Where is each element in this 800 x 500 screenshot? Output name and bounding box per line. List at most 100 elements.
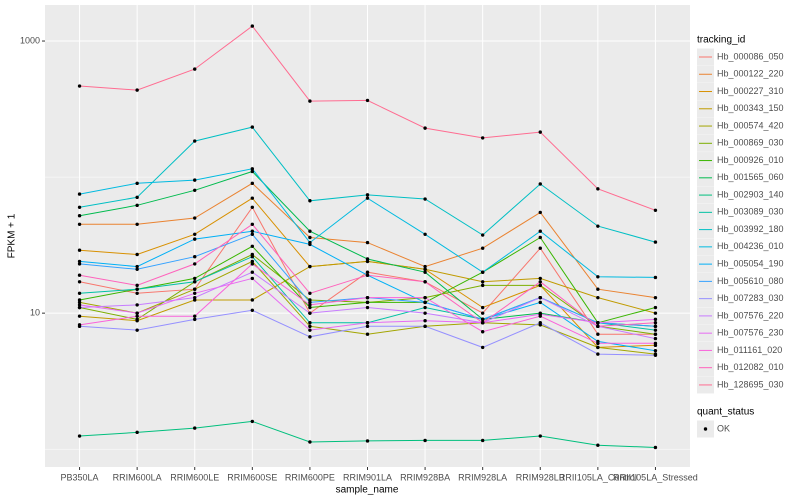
data-point	[596, 345, 600, 350]
data-point	[308, 440, 312, 444]
data-point	[77, 323, 82, 327]
legend-label: Hb_007576_220	[717, 310, 784, 320]
legend-label: Hb_001565_060	[717, 172, 784, 182]
data-point	[77, 222, 82, 226]
data-point	[135, 430, 139, 435]
legend-label: Hb_000227_310	[717, 86, 784, 96]
x-tick-label: RRIM600SE	[227, 472, 277, 482]
data-point	[596, 443, 600, 447]
data-point	[538, 283, 542, 288]
data-point	[538, 434, 542, 438]
data-point	[538, 295, 542, 300]
data-point	[423, 280, 427, 284]
data-point	[423, 197, 427, 201]
data-point	[250, 298, 255, 302]
data-point	[538, 182, 542, 186]
data-point	[480, 270, 485, 274]
data-point	[77, 214, 82, 218]
data-point	[77, 248, 82, 252]
data-point	[423, 319, 427, 323]
data-point	[596, 332, 600, 336]
data-point	[250, 125, 255, 129]
data-point	[250, 181, 255, 186]
data-point	[193, 216, 197, 220]
data-point	[308, 303, 312, 307]
data-point	[250, 24, 255, 28]
x-tick-label: RRIM600PE	[285, 472, 335, 482]
x-tick-label: RRIM600LA	[113, 472, 162, 482]
data-point	[365, 259, 370, 264]
data-point	[135, 317, 139, 322]
data-point	[77, 84, 82, 88]
data-point	[596, 295, 600, 300]
data-point	[423, 324, 427, 329]
data-point	[77, 314, 82, 318]
data-point	[653, 328, 658, 332]
data-point	[365, 332, 370, 336]
data-point	[538, 210, 542, 215]
data-point	[308, 99, 312, 103]
data-point	[653, 324, 658, 329]
data-point	[77, 280, 82, 284]
data-point	[250, 205, 255, 209]
data-point	[480, 345, 485, 350]
data-point	[423, 311, 427, 315]
legend-label: Hb_004236_010	[717, 241, 784, 251]
legend-label: Hb_005610_080	[717, 276, 784, 286]
data-point	[135, 203, 139, 208]
data-point	[193, 314, 197, 318]
data-point	[77, 298, 82, 302]
x-tick-label: RRIM928LB	[516, 472, 565, 482]
legend-label: Hb_003089_030	[717, 207, 784, 217]
data-point	[480, 330, 485, 334]
data-point	[193, 276, 197, 281]
data-point	[250, 222, 255, 226]
data-point	[77, 291, 82, 295]
data-point	[77, 305, 82, 310]
data-point	[538, 300, 542, 305]
data-point	[193, 317, 197, 322]
legend-title: tracking_id	[697, 35, 745, 46]
data-point	[308, 321, 312, 325]
legend-label: Hb_005054_190	[717, 258, 784, 268]
data-point	[193, 280, 197, 284]
data-point	[423, 126, 427, 130]
data-point	[308, 328, 312, 332]
data-point	[538, 229, 542, 233]
data-point	[77, 192, 82, 196]
data-point	[538, 321, 542, 325]
data-point	[77, 434, 82, 438]
data-point	[308, 229, 312, 233]
data-point	[365, 321, 370, 325]
data-point	[653, 348, 658, 353]
data-point	[596, 324, 600, 329]
data-point	[365, 305, 370, 310]
data-point	[193, 188, 197, 192]
data-point	[653, 445, 658, 450]
data-point	[653, 341, 658, 346]
data-point	[77, 300, 82, 305]
data-point	[135, 311, 139, 315]
data-point	[653, 305, 658, 310]
data-point	[308, 335, 312, 339]
legend-label: Hb_003992_180	[717, 224, 784, 234]
data-point	[193, 287, 197, 291]
data-point	[653, 240, 658, 244]
legend-label: Hb_000869_030	[717, 138, 784, 148]
data-point	[308, 298, 312, 302]
data-point	[135, 328, 139, 332]
data-point	[193, 426, 197, 430]
data-point	[193, 67, 197, 71]
data-point	[135, 195, 139, 200]
data-point	[193, 262, 197, 266]
data-point	[596, 341, 600, 346]
data-point	[193, 178, 197, 182]
data-point	[135, 252, 139, 257]
data-point	[423, 300, 427, 305]
data-point	[135, 264, 139, 269]
data-point	[538, 314, 542, 318]
data-point	[653, 208, 658, 213]
legend-point	[703, 427, 708, 431]
data-point	[480, 438, 485, 443]
